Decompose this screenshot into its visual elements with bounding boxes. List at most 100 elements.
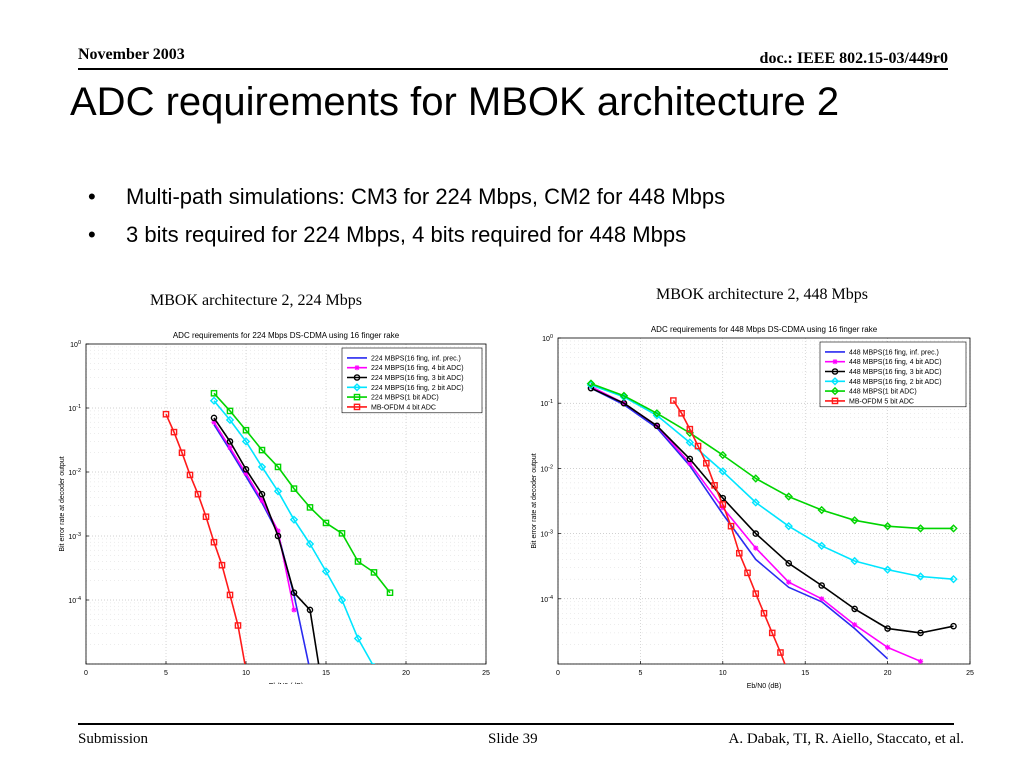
y-tick-exponent: -2	[76, 468, 81, 474]
x-tick-label: 20	[402, 670, 410, 677]
legend-entry: 224 MBPS(16 fing, 2 bit ADC)	[371, 385, 464, 392]
data-point	[234, 622, 242, 629]
x-tick-label: 15	[322, 670, 330, 677]
data-point	[719, 501, 727, 508]
data-point	[162, 410, 170, 418]
data-point	[259, 497, 265, 503]
y-tick-base: 10	[540, 597, 548, 604]
legend-marker	[353, 403, 361, 411]
bullet-item: • 3 bits required for 224 Mbps, 4 bits r…	[86, 218, 725, 256]
legend: 224 MBPS(16 fing, inf. prec.) 224 MBPS(16…	[341, 347, 483, 414]
legend-entry: 448 MBPS(16 fing, inf. prec.)	[849, 349, 939, 356]
bullet-text: 3 bits required for 224 Mbps, 4 bits req…	[126, 222, 687, 247]
y-tick-label: 10-3	[540, 530, 553, 539]
data-point	[884, 625, 891, 632]
y-tick-exponent: -3	[548, 530, 553, 536]
data-point	[226, 407, 234, 415]
data-point	[916, 524, 925, 533]
slide-title: ADC requirements for MBOK architecture 2	[70, 80, 840, 124]
data-point	[338, 530, 346, 537]
data-point	[218, 561, 226, 569]
series-line	[213, 417, 320, 664]
data-point	[273, 487, 283, 496]
series-line	[165, 413, 246, 664]
data-point	[243, 470, 249, 477]
y-tick-exponent: -4	[76, 596, 81, 602]
data-point	[186, 471, 194, 479]
bullet-dot: •	[88, 222, 96, 247]
y-tick-base: 10	[68, 406, 76, 413]
legend-marker	[352, 383, 362, 392]
data-point	[210, 538, 218, 546]
legend-entry: 224 MBPS(16 fing, 3 bit ADC)	[371, 375, 464, 382]
data-point	[242, 466, 250, 473]
legend-entry: 448 MBPS(16 fing, 2 bit ADC)	[849, 379, 942, 386]
legend-entry: MB-OFDM 4 bit ADC	[371, 404, 436, 411]
ber-chart-224: ADC requirements for 224 Mbps DS-CDMA us…	[59, 331, 490, 684]
data-point	[727, 522, 735, 530]
data-point	[752, 530, 760, 537]
series-line	[590, 384, 954, 580]
header-rule	[78, 68, 948, 70]
x-axis-label: Eb/N0 (dB)	[747, 683, 782, 690]
y-tick-base: 10	[540, 466, 548, 473]
data-point	[786, 671, 791, 676]
legend-marker	[354, 365, 360, 371]
data-point	[744, 569, 751, 577]
x-tick-label: 25	[966, 670, 974, 677]
y-tick-exponent: 0	[78, 340, 81, 346]
legend-entry: 224 MBPS(1 bit ADC)	[371, 395, 439, 402]
y-tick-label: 10-1	[68, 404, 81, 413]
series-line	[590, 387, 954, 634]
data-point	[883, 521, 892, 531]
series-6	[162, 410, 246, 664]
data-point	[785, 560, 793, 567]
data-point	[170, 428, 178, 436]
data-point	[194, 490, 202, 498]
data-point	[306, 504, 314, 511]
data-point	[786, 579, 792, 585]
y-tick-base: 10	[540, 401, 548, 408]
data-point	[225, 415, 235, 425]
footer-submission: Submission	[78, 731, 149, 747]
data-point	[586, 379, 596, 388]
y-tick-base: 10	[540, 532, 548, 539]
data-point	[306, 606, 314, 614]
data-point	[916, 572, 925, 581]
legend-marker	[830, 386, 840, 396]
series-4	[209, 396, 376, 664]
data-point	[751, 474, 760, 483]
data-point	[652, 409, 662, 418]
data-point	[290, 485, 298, 492]
data-point	[353, 634, 363, 643]
x-tick-label: 10	[242, 670, 250, 677]
header-date: November 2003	[78, 46, 185, 63]
data-point	[768, 629, 776, 637]
data-point	[751, 498, 760, 507]
header-doc-id: doc.: IEEE 802.15-03/449r0	[759, 50, 948, 67]
data-point	[817, 541, 826, 550]
y-tick-exponent: 0	[550, 334, 553, 340]
data-point	[917, 629, 924, 637]
legend: 448 MBPS(16 fing, inf. prec.) 448 MBPS(16…	[819, 341, 967, 408]
legend-box	[341, 347, 483, 414]
y-tick-label: 10-2	[540, 464, 553, 473]
data-point	[686, 455, 694, 463]
data-point	[210, 389, 218, 397]
data-point	[752, 590, 760, 597]
legend-marker	[831, 397, 839, 405]
legend-marker	[830, 377, 840, 386]
y-tick-label: 100	[542, 334, 553, 343]
legend-entry: 448 MBPS(16 fing, 4 bit ADC)	[849, 359, 942, 366]
data-point	[852, 622, 858, 628]
series-5	[586, 379, 958, 533]
data-point	[211, 419, 217, 425]
data-point	[694, 442, 702, 450]
data-point	[678, 409, 685, 417]
y-tick-label: 10-3	[68, 532, 81, 541]
x-tick-label: 5	[638, 670, 642, 677]
series-6	[670, 397, 791, 676]
data-point	[386, 589, 394, 597]
footer-rule	[78, 723, 954, 725]
y-tick-exponent: -3	[76, 532, 81, 538]
